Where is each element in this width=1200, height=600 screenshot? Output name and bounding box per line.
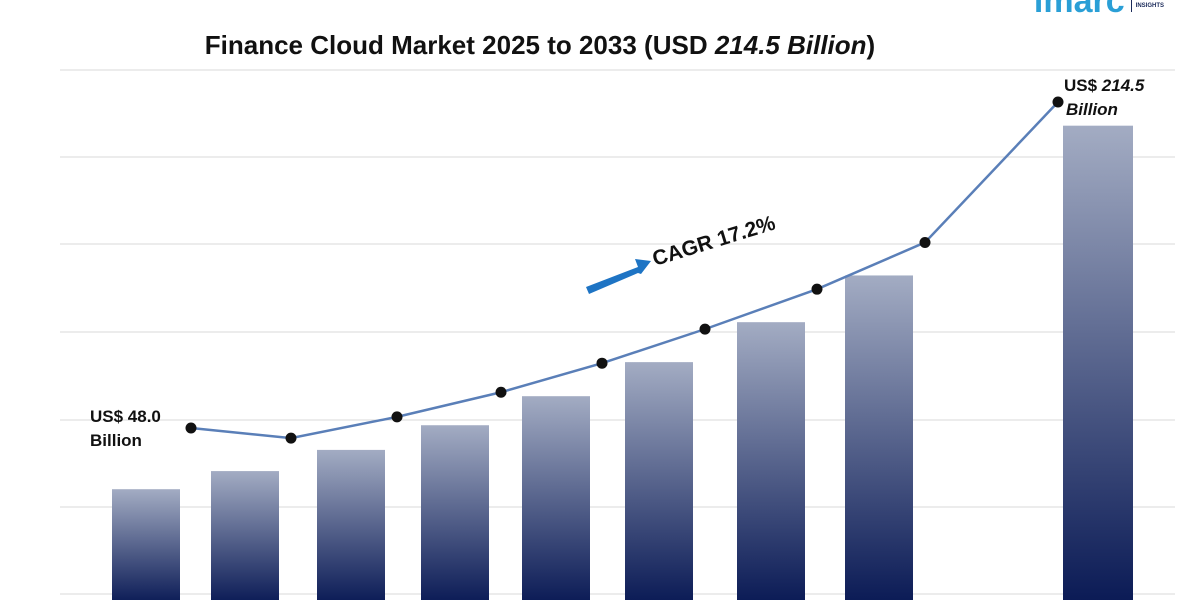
marker-2032 [919,236,931,248]
chart-title-emphasis: 214.5 Billion [714,30,867,60]
chart-title: Finance Cloud Market 2025 to 2033 (USD 2… [0,30,1080,61]
bar-series [112,125,1133,600]
bar-2029 [522,396,590,600]
end-value-number: 214.5 [1101,76,1145,95]
start-value-annotation: US$ 48.0 Billion [90,407,161,450]
bar-2032 [845,275,913,600]
marker-2031 [811,283,823,295]
bar-2033 [1063,125,1133,600]
trend-line [190,101,1059,440]
bar-2026 [211,471,279,600]
logo-wordmark: imarc [1034,0,1125,16]
marker-2028 [495,386,507,398]
start-value-line1: US$ 48.0 [90,407,161,426]
line-markers [185,96,1064,444]
cagr-label: CAGR 17.2% [650,211,779,270]
start-value-line2: Billion [90,431,142,450]
bar-2030 [625,362,693,600]
cagr-arrow-icon [586,259,651,294]
marker-2033 [1052,96,1064,108]
marker-2030 [699,323,711,335]
bar-2027 [317,449,385,600]
cagr-annotation: CAGR 17.2% [586,211,778,294]
chart-title-suffix: ) [866,30,876,60]
imarc-logo: imarc INSIGHTS [1034,0,1164,16]
marker-2027 [391,411,403,423]
marker-2026 [285,432,297,444]
line-series [190,101,1059,440]
logo-subtitle: INSIGHTS [1130,0,1164,12]
chart-title-prefix: Finance Cloud Market 2025 to 2033 (USD [204,30,715,60]
end-value-prefix: US$ [1064,76,1102,95]
bar-2028 [421,425,489,600]
marker-2029 [596,357,608,369]
bar-2025 [112,489,180,600]
marker-2025 [185,422,197,434]
end-value-line2: Billion [1066,100,1118,119]
end-value-line1: US$ 214.5 [1064,76,1145,95]
bar-2031 [737,322,805,600]
end-value-annotation: US$ 214.5 Billion [1064,76,1145,119]
